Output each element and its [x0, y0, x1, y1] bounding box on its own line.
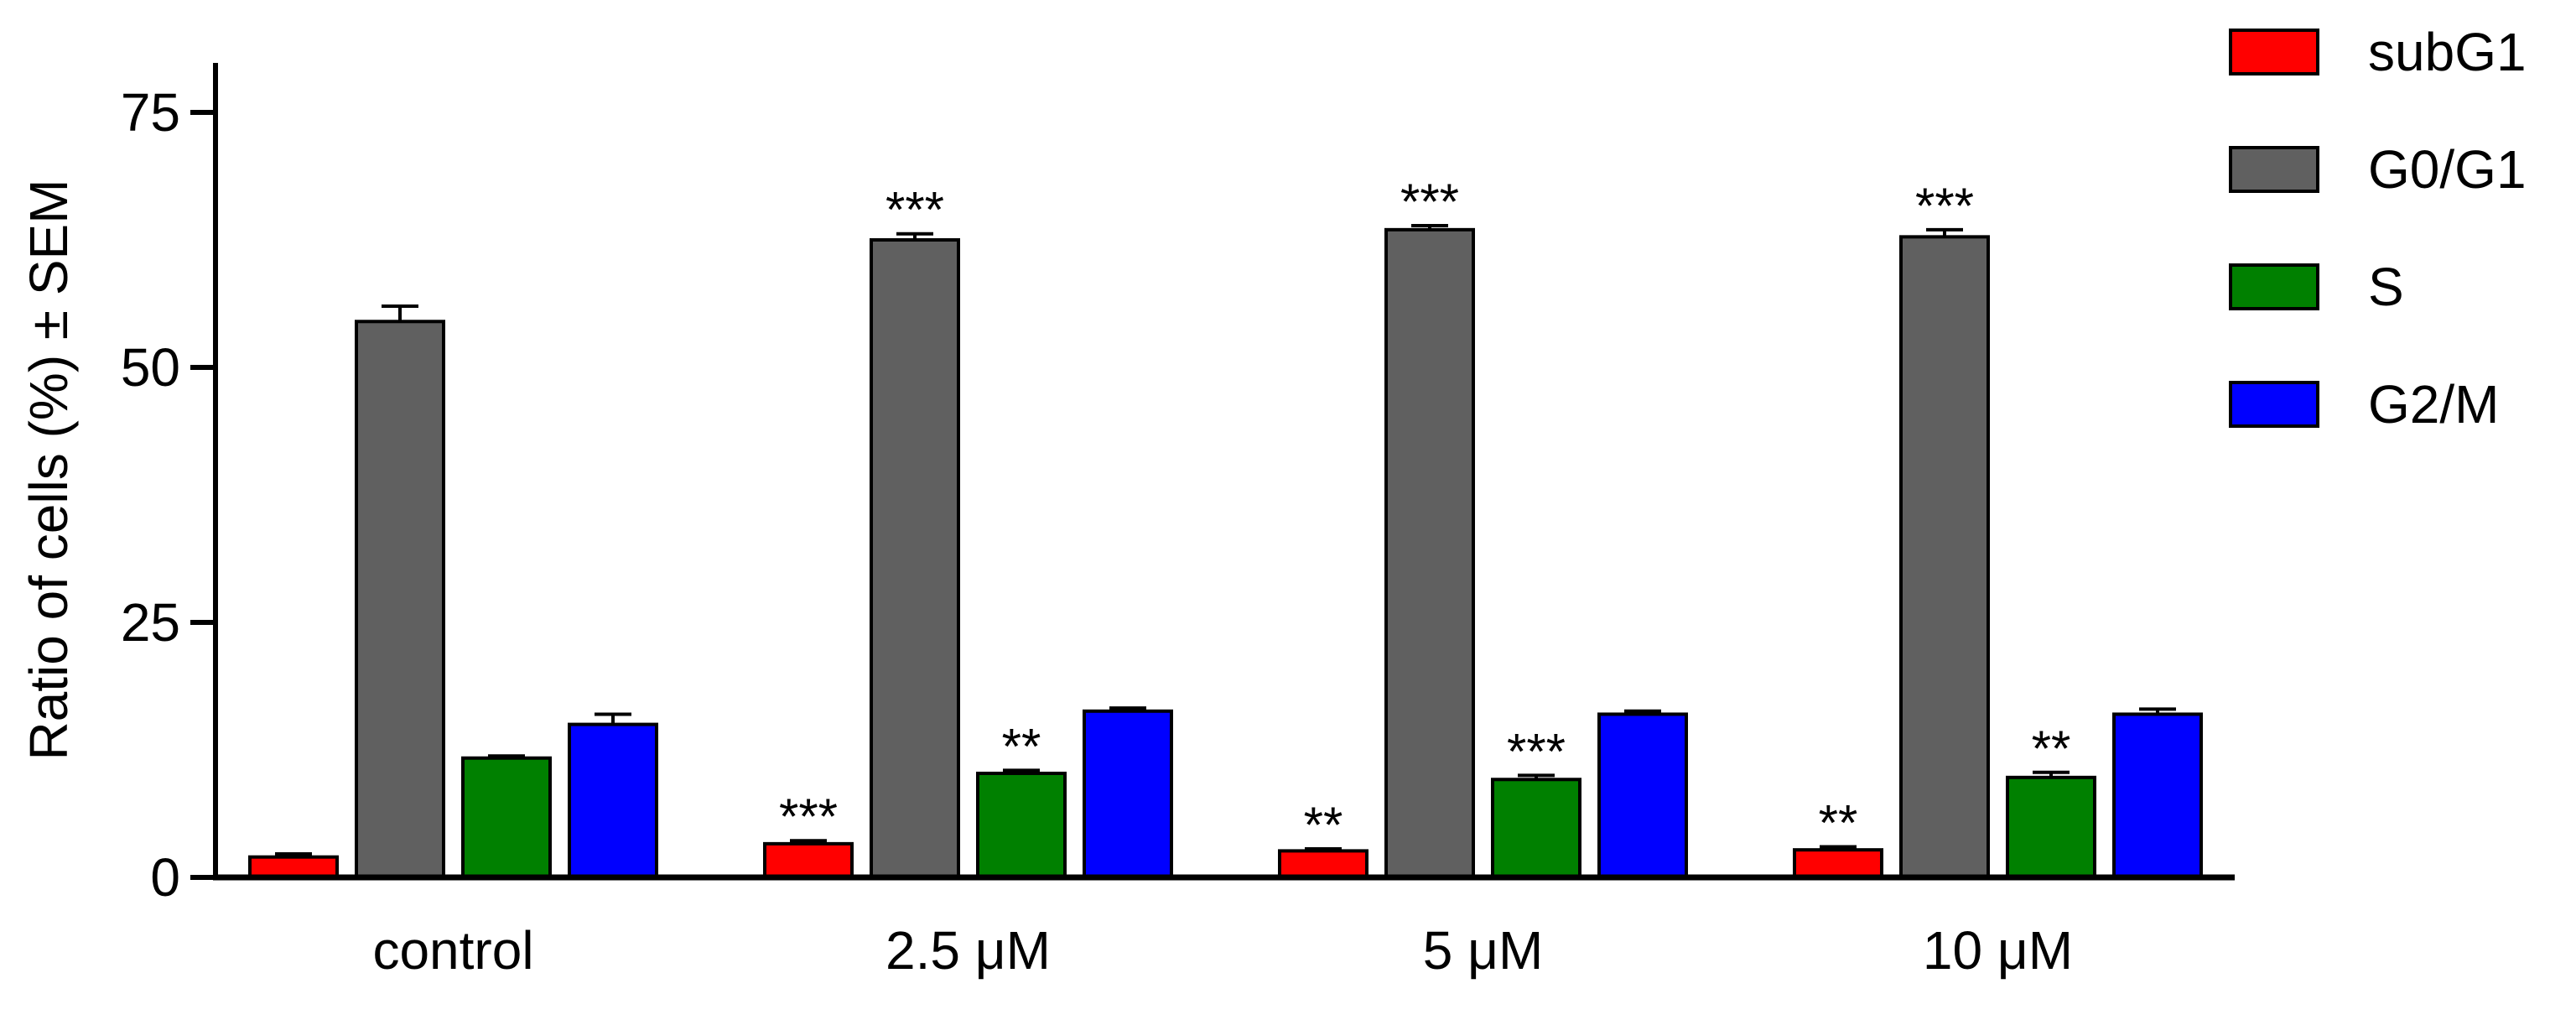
legend-swatch	[2229, 381, 2319, 428]
bar	[1083, 709, 1173, 879]
significance-label: ***	[1507, 723, 1566, 779]
bar	[461, 756, 552, 880]
y-tick-label: 25	[121, 592, 180, 653]
bar	[976, 771, 1067, 880]
y-tick-label: 0	[150, 847, 180, 908]
bars-layer: ***********************	[248, 174, 2203, 880]
bar	[355, 320, 445, 879]
significance-label: **	[1304, 797, 1343, 853]
x-category-label: control	[372, 920, 533, 981]
bar	[248, 855, 339, 879]
bar	[568, 722, 658, 879]
bar	[1384, 227, 1475, 879]
bar	[1899, 235, 1990, 879]
significance-label: **	[1819, 795, 1858, 851]
legend: subG1 G0/G1 S G2/M	[2229, 22, 2527, 435]
legend-label: S	[2368, 257, 2404, 317]
bar	[870, 238, 960, 879]
significance-label: ***	[886, 182, 944, 238]
significance-label: **	[1002, 718, 1041, 774]
significance-label: **	[2032, 721, 2071, 777]
significance-label: ***	[779, 788, 838, 845]
legend-swatch	[2229, 263, 2319, 310]
bar	[2112, 712, 2203, 879]
legend-label: G2/M	[2368, 374, 2499, 435]
ticks-layer: 0 25 50 75	[121, 82, 216, 908]
bar	[1597, 712, 1688, 879]
axes-layer: Ratio of cells (%) ± SEM	[18, 63, 2235, 881]
x-category-label: 5 μM	[1423, 920, 1544, 981]
significance-label: ***	[1915, 178, 1974, 234]
y-tick-label: 75	[121, 82, 180, 143]
legend-label: subG1	[2368, 22, 2527, 82]
legend-label: G0/G1	[2368, 139, 2527, 200]
legend-swatch	[2229, 29, 2319, 75]
x-category-label: 2.5 μM	[886, 920, 1051, 981]
bar	[1278, 849, 1368, 879]
significance-label: ***	[1400, 174, 1459, 230]
bar	[763, 841, 854, 880]
bar	[1491, 778, 1581, 879]
y-tick-label: 50	[121, 337, 180, 398]
bar	[1793, 848, 1883, 880]
categories-layer: control 2.5 μM 5 μM 10 μM	[372, 920, 2073, 981]
x-category-label: 10 μM	[1923, 920, 2073, 981]
legend-swatch	[2229, 146, 2319, 193]
bar	[2006, 775, 2096, 879]
y-axis-label: Ratio of cells (%) ± SEM	[18, 179, 79, 760]
